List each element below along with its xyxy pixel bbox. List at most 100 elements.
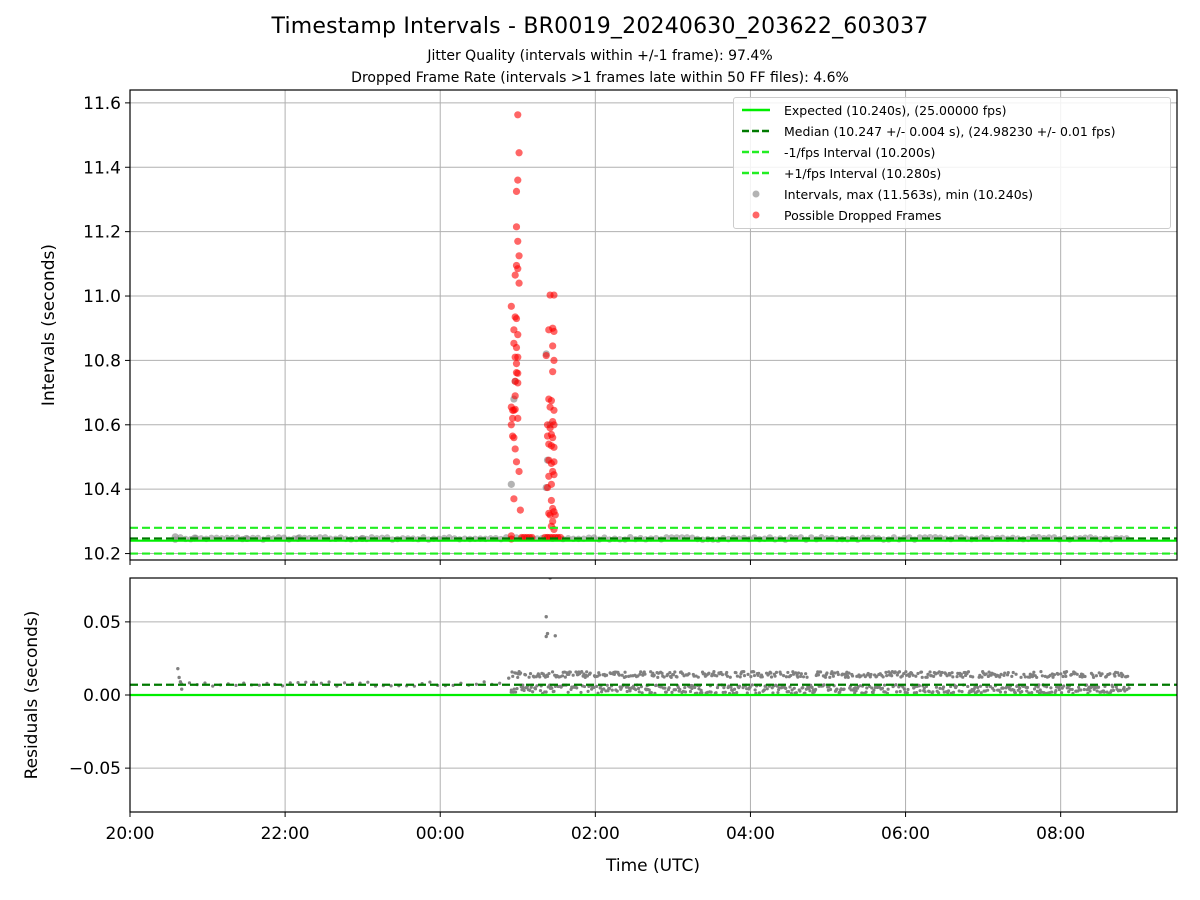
residual-point (691, 684, 695, 688)
residual-point (553, 634, 557, 638)
residual-point (854, 689, 858, 693)
residual-point (527, 675, 531, 679)
intervals-frame (129, 89, 1178, 561)
residual-point (971, 675, 975, 679)
residual-point (509, 690, 514, 694)
residual-point (906, 687, 910, 692)
residual-point (1056, 672, 1060, 676)
residual-point (1025, 689, 1029, 693)
residual-point (1059, 691, 1064, 695)
residual-point (574, 670, 578, 674)
residual-point (1064, 670, 1069, 674)
residual-point (588, 671, 592, 675)
dropped-frame-point (550, 327, 558, 336)
residual-point (923, 690, 927, 694)
y-tick-label: 10.8 (83, 351, 121, 371)
residual-point (1059, 672, 1063, 676)
residual-point (666, 672, 670, 676)
residual-point (639, 670, 643, 674)
residual-point (816, 673, 821, 677)
residual-point (738, 675, 742, 679)
residual-point (784, 675, 789, 679)
residual-point (234, 683, 238, 687)
residual-point (637, 690, 641, 694)
residual-point (822, 683, 826, 687)
residual-point (735, 674, 739, 678)
dropped-frame-point (511, 445, 519, 453)
residual-point (1003, 690, 1008, 694)
residual-point (940, 670, 944, 675)
residual-point (550, 686, 554, 690)
residual-point (794, 691, 798, 695)
residual-point (973, 685, 977, 689)
residual-point (647, 688, 651, 692)
residual-point (799, 674, 803, 678)
residual-point (805, 675, 809, 679)
residual-point (1011, 670, 1015, 675)
residual-point (1061, 674, 1065, 679)
residual-point (1069, 672, 1074, 677)
residual-point (687, 672, 691, 676)
x-tick-label: 22:00 (261, 824, 310, 844)
residual-point (904, 670, 908, 674)
residual-point (781, 673, 786, 678)
chart-title: Timestamp Intervals - BR0019_20240630_20… (271, 14, 929, 39)
residual-point (700, 691, 704, 695)
residual-point (523, 673, 528, 677)
residual-point (813, 687, 818, 692)
residual-point (884, 670, 888, 674)
legend-dashed-line-swatch (742, 171, 770, 175)
dropped-frame-point (547, 397, 555, 405)
interval-point (280, 534, 288, 541)
residual-point (1113, 674, 1117, 678)
residual-point (688, 689, 693, 694)
residual-point (615, 689, 619, 693)
chart-legend: Expected (10.240s), (25.00000 fps) Media… (733, 97, 1171, 229)
residual-point (959, 672, 963, 677)
residual-point (773, 674, 777, 678)
residual-point (654, 683, 658, 687)
residual-point (696, 675, 700, 679)
dropped-frame-point (512, 223, 521, 231)
residual-point (900, 674, 904, 678)
residual-point (1038, 688, 1042, 692)
residual-point (788, 685, 792, 689)
residual-point (850, 674, 855, 678)
dropped-frame-point (549, 368, 557, 376)
residual-point (1040, 674, 1044, 678)
residual-point (966, 670, 971, 674)
dropped-frame-point (512, 360, 521, 368)
y-tick-label: 10.4 (83, 480, 121, 500)
dropped-frame-point (542, 351, 550, 360)
dropped-frame-point (515, 252, 523, 260)
dropped-frame-point (511, 392, 519, 400)
residual-point (511, 674, 515, 678)
residual-point (545, 631, 550, 636)
residuals-plot-area (130, 578, 1177, 697)
residual-point (914, 691, 919, 695)
residual-point (1108, 672, 1112, 676)
residual-point (518, 671, 523, 675)
residual-point (729, 685, 733, 689)
dropped-frame-point (514, 176, 522, 184)
residual-point (634, 688, 638, 692)
residual-point (950, 671, 954, 675)
residual-point (712, 670, 716, 674)
residual-point (176, 666, 180, 671)
residual-point (916, 671, 920, 676)
x-tick-label: 04:00 (726, 824, 775, 844)
residual-point (1025, 685, 1030, 690)
residual-point (728, 675, 732, 679)
y-tick-label: 11.6 (83, 94, 121, 114)
residual-point (1075, 672, 1079, 676)
residual-point (769, 671, 773, 675)
dropped-frame-point (550, 458, 558, 466)
dropped-frame-point (512, 458, 521, 466)
residual-point (999, 672, 1003, 676)
legend-label-median: Median (10.247 +/- 0.004 s), (24.98230 +… (784, 123, 1116, 139)
residual-point (662, 675, 666, 679)
residual-point (566, 690, 570, 694)
residual-point (872, 688, 876, 692)
residual-point (749, 675, 753, 679)
legend-dashed-line-swatch (742, 150, 770, 154)
